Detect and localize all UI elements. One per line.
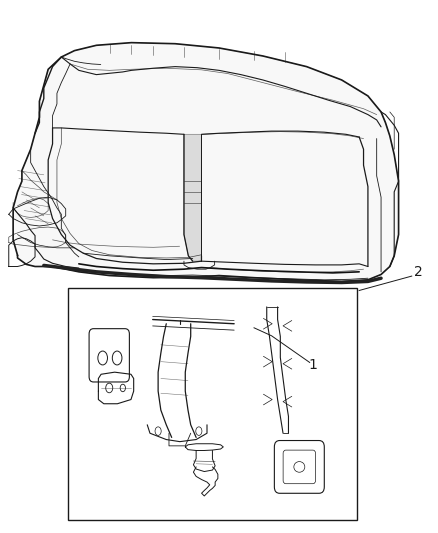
- Text: 1: 1: [309, 358, 318, 372]
- Text: 2: 2: [414, 265, 423, 279]
- Polygon shape: [184, 134, 201, 261]
- Bar: [68, 288, 357, 520]
- Polygon shape: [13, 43, 399, 281]
